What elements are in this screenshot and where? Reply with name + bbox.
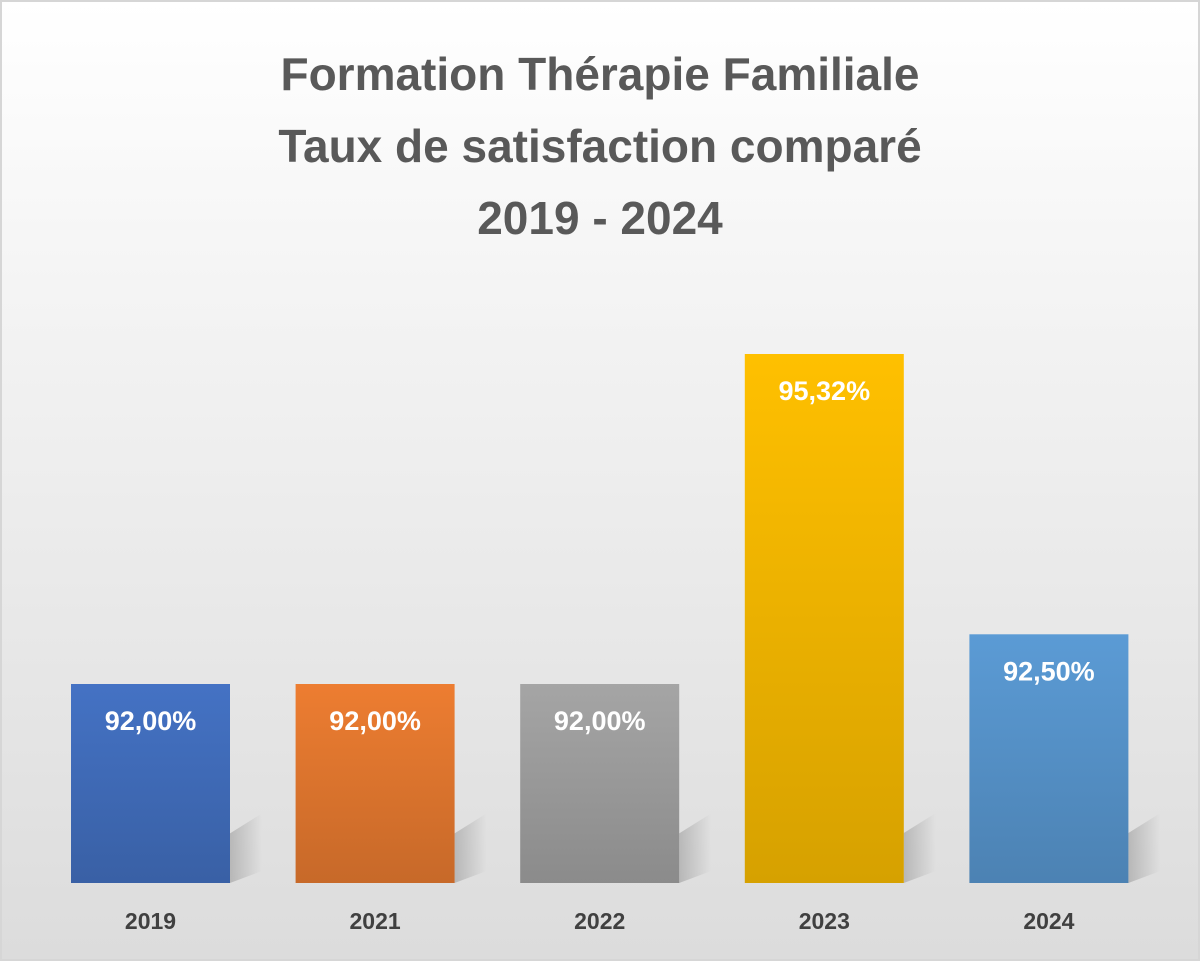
bar-shadow-2022 [679,813,712,883]
chart-title-line-2: Taux de satisfaction comparé [278,120,922,172]
data-labels: 92,00% 92,00% 92,00% 95,32% 92,50% [105,376,1095,736]
bar-shadow-2019 [230,813,262,883]
data-label-2022: 92,00% [554,706,646,736]
bar-2024 [969,634,1129,883]
x-tick-label-2021: 2021 [350,908,401,934]
x-axis-tick-labels: 2019 2021 2022 2023 2024 [125,908,1075,934]
bar-shadow-2024 [1128,813,1161,883]
bar-2022 [520,684,680,883]
x-tick-label-2024: 2024 [1023,908,1074,934]
bar-shadow-2021 [454,813,487,883]
chart-title: Formation Thérapie Familiale Taux de sat… [2,38,1198,254]
x-tick-label-2022: 2022 [574,908,625,934]
bars [71,354,1129,883]
data-label-2021: 92,00% [329,706,421,736]
bar-shadows [230,813,1161,883]
x-tick-label-2019: 2019 [125,908,176,934]
bar-2019 [71,684,230,883]
data-label-2019: 92,00% [105,706,197,736]
x-tick-label-2023: 2023 [799,908,850,934]
data-label-2024: 92,50% [1003,656,1095,686]
chart-title-line-1: Formation Thérapie Familiale [280,48,920,100]
chart-title-line-3: 2019 - 2024 [477,192,723,244]
bar-2023 [744,354,904,883]
bar-shadow-2023 [903,813,936,883]
data-label-2023: 95,32% [779,376,871,406]
bar-2021 [295,684,455,883]
